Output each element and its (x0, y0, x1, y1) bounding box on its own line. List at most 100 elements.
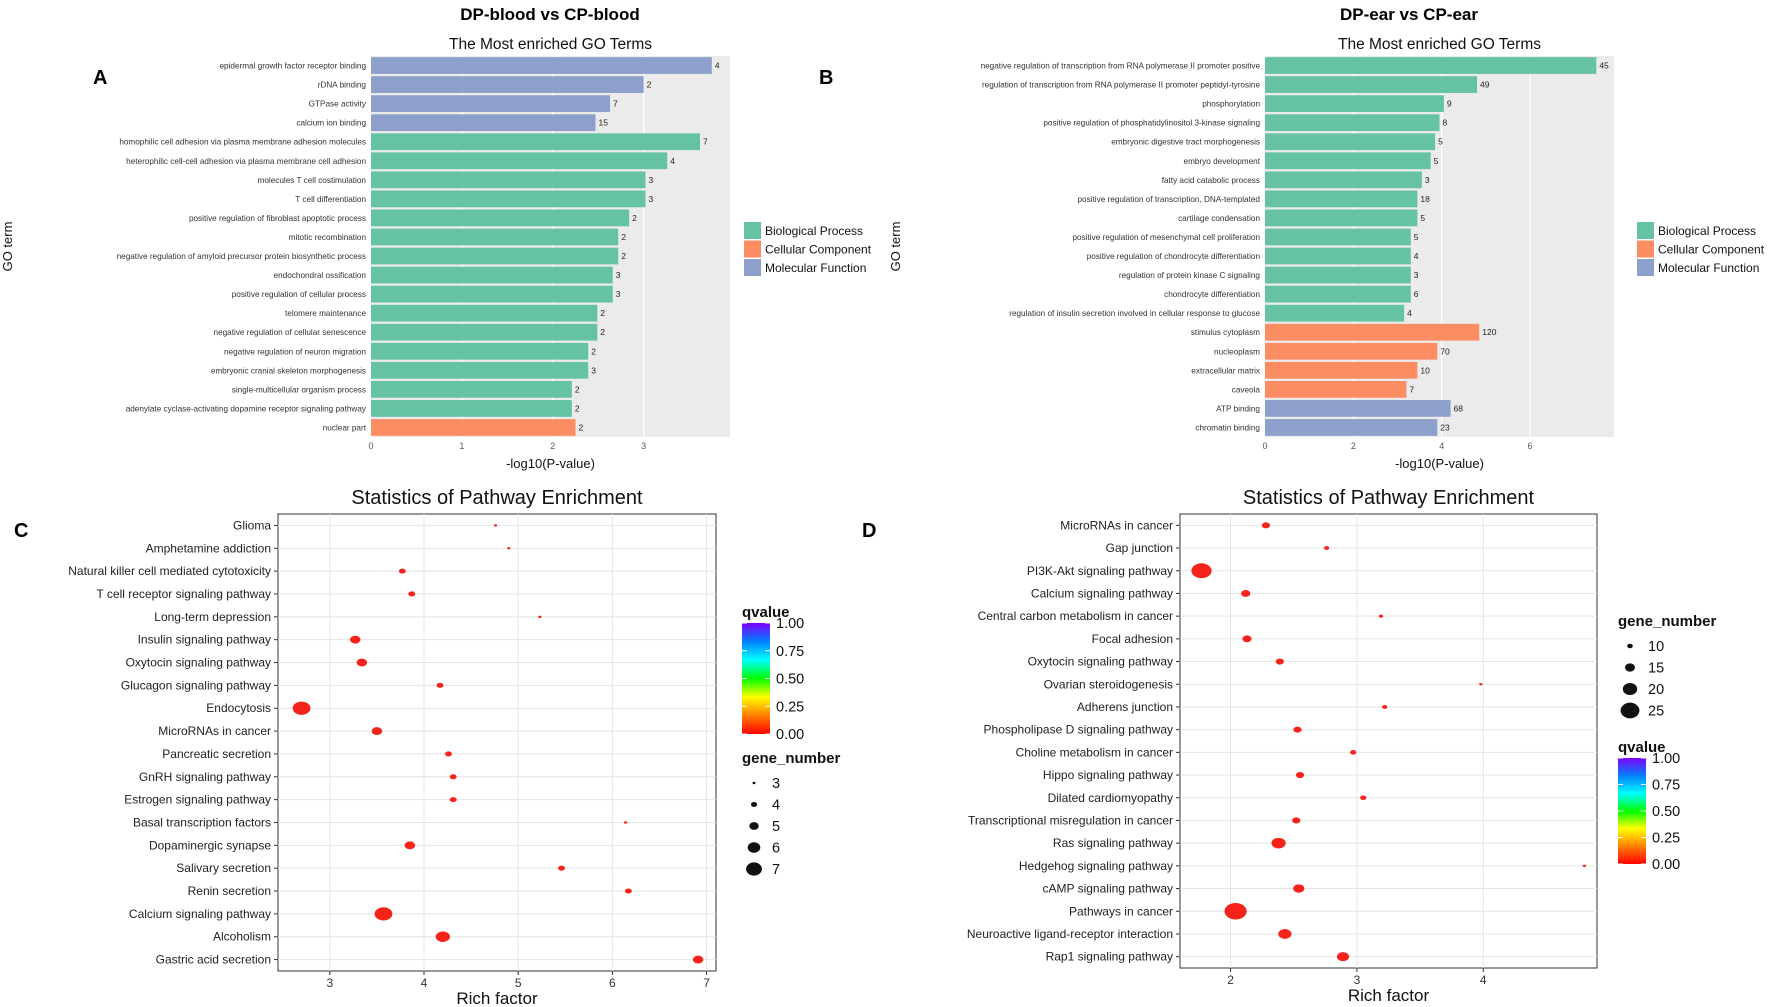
point-phospholipase-d-signaling-pathway (1293, 726, 1302, 733)
y-tick-label: caveola (1232, 385, 1261, 394)
size-legend-point (1620, 702, 1640, 719)
point-gnrh-signaling-pathway (449, 774, 457, 780)
point-dilated-cardiomyopathy (1360, 795, 1367, 801)
qvalue-legend-title: qvalue (742, 604, 790, 621)
y-tick-label: regulation of protein kinase C signaling (1119, 271, 1261, 280)
legend-entry: Cellular Component (1658, 243, 1765, 257)
size-legend-label: 6 (772, 841, 780, 857)
bar-positive-regulation-of-phosphatidylinositol-3-kinase-signaling (1265, 114, 1440, 132)
bar-count-label: 3 (648, 175, 653, 185)
bar-phosphorylation (1265, 95, 1444, 113)
y-tick-label: Rap1 signaling pathway (1046, 950, 1173, 964)
bar-positive-regulation-of-chondrocyte-differentiation (1265, 247, 1411, 265)
plot-panel (277, 513, 717, 972)
size-legend-label: 10 (1648, 639, 1664, 655)
legend-entry: Molecular Function (765, 261, 866, 275)
pathway-scatter-d: 2 3 4 MicroRNAs in cancer Gap junction PI3K-A… (967, 487, 1717, 1005)
colorbar-tick-label: 0.75 (1652, 778, 1680, 794)
y-tick-label: Dopaminergic synapse (149, 838, 271, 852)
size-legend-title: gene_number (742, 750, 841, 767)
bar-count-label: 2 (647, 80, 652, 90)
size-legend-label: 4 (772, 798, 780, 814)
y-tick-label: chromatin binding (1195, 423, 1260, 432)
bar-count-label: 23 (1440, 422, 1450, 432)
bar-count-label: 68 (1454, 403, 1464, 413)
x-tick-label: 4 (421, 976, 428, 990)
bar-positive-regulation-of-cellular-process (371, 285, 613, 303)
y-tick-label: PI3K-Akt signaling pathway (1027, 564, 1173, 578)
point-central-carbon-metabolism-in-cancer (1378, 614, 1384, 618)
y-tick-label: Ovarian steroidogenesis (1044, 677, 1173, 691)
y-tick-label: regulation of insulin secretion involved… (1009, 309, 1260, 318)
x-tick-label: 1 (459, 441, 464, 451)
bar-negative-regulation-of-transcription-from-rna-polymerase-ii-promoter-positive (1265, 57, 1597, 74)
legend-swatch (1637, 259, 1654, 276)
bar-nucleoplasm (1265, 342, 1438, 360)
y-tick-label: nuclear part (323, 423, 367, 432)
bar-heterophilic-cell-cell-adhesion-via-plasma-membrane-cell-adhesion (371, 152, 668, 170)
x-tick-label: 4 (1480, 973, 1487, 987)
y-tick-label: Hippo signaling pathway (1043, 768, 1173, 782)
legend-swatch (1637, 222, 1654, 239)
x-tick-label: 2 (1227, 973, 1234, 987)
bar-count-label: 45 (1599, 61, 1609, 71)
point-dopaminergic-synapse (404, 841, 416, 850)
bar-calcium-ion-binding (371, 114, 596, 132)
x-axis-label: -log10(P-value) (506, 456, 595, 471)
plot-panel (1179, 513, 1598, 969)
bar-positive-regulation-of-mesenchymal-cell-proliferation (1265, 228, 1411, 246)
bar-count-label: 7 (613, 99, 618, 109)
bar-count-label: 4 (670, 156, 675, 166)
bar-positive-regulation-of-fibroblast-apoptotic-process (371, 209, 630, 227)
point-rap1-signaling-pathway (1336, 952, 1350, 962)
bar-gtpase-activity (371, 95, 611, 113)
bar-count-label: 5 (1414, 232, 1419, 242)
plot-background (371, 56, 730, 437)
y-tick-label: Calcium signaling pathway (1031, 586, 1173, 600)
y-tick-label: epidermal growth factor receptor binding (219, 62, 366, 71)
bar-count-label: 3 (616, 270, 621, 280)
colorbar-tick-label: 1.00 (1652, 751, 1680, 767)
bar-embryonic-cranial-skeleton-morphogenesis (371, 361, 589, 379)
point-insulin-signaling-pathway (349, 635, 361, 644)
y-tick-label: Salivary secretion (176, 861, 271, 875)
panel-letter-c: C (14, 520, 28, 542)
point-ras-signaling-pathway (1271, 837, 1286, 849)
bar-cartilage-condensation (1265, 209, 1418, 227)
bar-count-label: 9 (1447, 99, 1452, 109)
point-glioma (493, 524, 498, 527)
bar-count-label: 49 (1480, 80, 1490, 90)
y-tick-label: calcium ion binding (296, 119, 366, 128)
y-tick-label: GTPase activity (309, 100, 367, 109)
point-calcium-signaling-pathway (1241, 590, 1251, 597)
y-tick-label: Amphetamine addiction (146, 541, 271, 555)
qvalue-legend-title: qvalue (1618, 739, 1666, 756)
bar-chromatin-binding (1265, 419, 1438, 436)
point-hippo-signaling-pathway (1295, 772, 1305, 779)
bar-regulation-of-transcription-from-rna-polymerase-ii-promoter-peptidyl-tyrosine (1265, 76, 1478, 93)
x-tick-label: 3 (1354, 973, 1361, 987)
bar-count-label: 2 (632, 213, 637, 223)
chart-title: The Most enriched GO Terms (449, 36, 652, 53)
panel-header-b: DP-ear vs CP-ear (1340, 5, 1478, 24)
y-tick-label: heterophilic cell-cell adhesion via plas… (126, 157, 366, 166)
x-axis-label: Rich factor (1348, 986, 1430, 1005)
chart-title: Statistics of Pathway Enrichment (351, 487, 643, 509)
point-choline-metabolism-in-cancer (1349, 750, 1357, 755)
point-natural-killer-cell-mediated-cytotoxicity (398, 568, 406, 574)
size-legend-label: 20 (1648, 682, 1664, 698)
point-micrornas-in-cancer (371, 727, 383, 735)
point-focal-adhesion (1242, 635, 1252, 643)
y-tick-label: mitotic recombination (289, 233, 367, 242)
legend-entry: Biological Process (1658, 224, 1756, 238)
bar-count-label: 3 (1425, 175, 1430, 185)
bar-t-cell-differentiation (371, 190, 646, 208)
y-tick-label: single-multicellular organism process (232, 385, 366, 394)
y-tick-label: phosphorylation (1202, 100, 1260, 109)
bar-regulation-of-protein-kinase-c-signaling (1265, 266, 1411, 284)
point-salivary-secretion (558, 865, 565, 871)
bar-count-label: 70 (1440, 346, 1450, 356)
y-tick-label: chondrocyte differentiation (1164, 290, 1260, 299)
y-tick-label: Calcium signaling pathway (129, 907, 271, 921)
